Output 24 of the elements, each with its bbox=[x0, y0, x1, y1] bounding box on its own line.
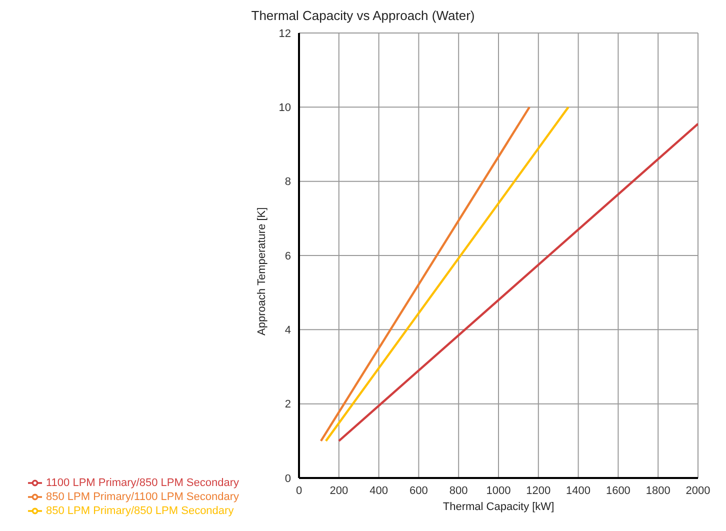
legend-label: 850 LPM Primary/850 LPM Secondary bbox=[46, 504, 234, 517]
chart-title: Thermal Capacity vs Approach (Water) bbox=[250, 8, 476, 23]
y-tick-label: 10 bbox=[278, 102, 291, 114]
x-tick-label: 400 bbox=[370, 484, 388, 497]
y-tick-label: 2 bbox=[284, 398, 291, 411]
y-tick-label: 6 bbox=[284, 250, 291, 262]
y-tick-label: 4 bbox=[284, 324, 291, 337]
x-tick-label: 0 bbox=[296, 484, 302, 497]
x-tick-label: 1800 bbox=[646, 484, 670, 497]
x-tick-label: 2000 bbox=[686, 484, 710, 497]
legend-label: 1100 LPM Primary/850 LPM Secondary bbox=[46, 476, 239, 489]
x-tick-label: 1600 bbox=[606, 484, 630, 497]
y-tick-label: 0 bbox=[284, 472, 291, 485]
x-tick-label: 1000 bbox=[486, 484, 511, 497]
x-tick-label: 800 bbox=[449, 484, 468, 497]
y-tick-label: 8 bbox=[284, 176, 291, 188]
x-tick-label: 600 bbox=[410, 484, 428, 497]
y-tick-label: 12 bbox=[278, 28, 291, 40]
x-tick-label: 200 bbox=[330, 484, 348, 497]
x-axis-title: Thermal Capacity [kW] bbox=[442, 501, 554, 513]
x-tick-label: 1200 bbox=[526, 484, 551, 497]
y-axis-title: Approach Temperature [K] bbox=[256, 207, 268, 336]
x-tick-label: 1400 bbox=[566, 484, 591, 497]
legend-label: 850 LPM Primary/1100 LPM Secondary bbox=[46, 490, 239, 503]
